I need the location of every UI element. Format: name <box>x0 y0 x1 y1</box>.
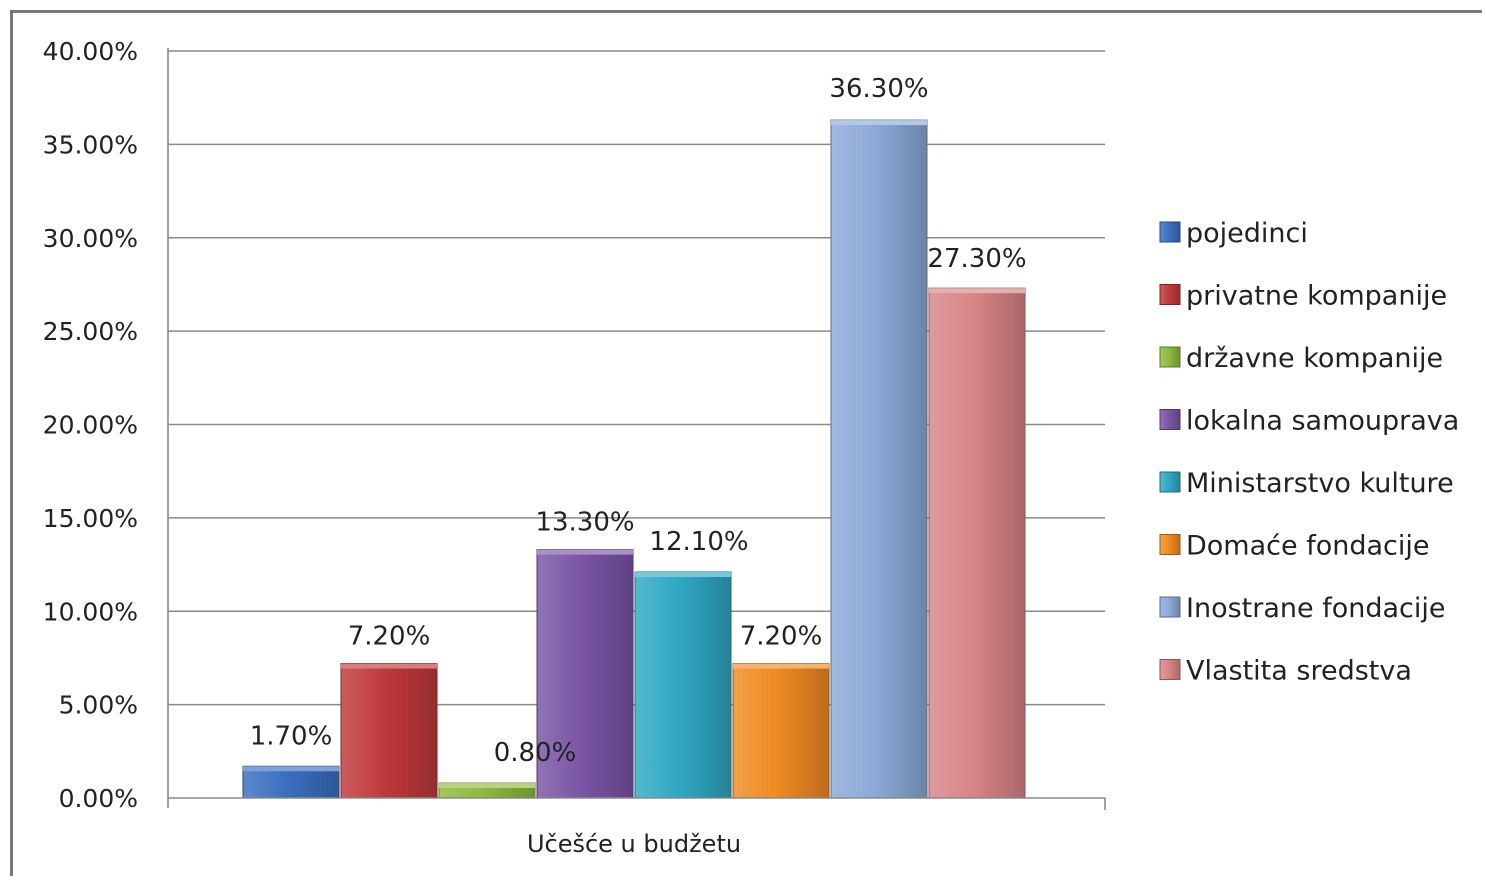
y-tick-label: 25.00% <box>43 317 138 346</box>
bar-top-highlight <box>243 766 339 772</box>
bar-top-highlight <box>341 663 437 669</box>
data-label: 13.30% <box>535 508 634 538</box>
legend-label: Vlastita sredstva <box>1186 656 1412 687</box>
legend-label: pojedinci <box>1186 218 1308 249</box>
data-label: 36.30% <box>829 74 928 104</box>
legend-label: privatne kompanije <box>1186 281 1447 312</box>
legend: pojedinci privatne kompanije državne kompa… <box>1159 218 1459 687</box>
y-axis: 0.00% 5.00% 10.00% 15.00% 20.00% 25.00% 30.00%… <box>43 37 169 813</box>
y-tick-label: 5.00% <box>59 691 138 720</box>
bar-inostrane-fondacije <box>830 119 928 799</box>
y-tick-label: 40.00% <box>43 37 138 66</box>
legend-swatch <box>1159 534 1181 555</box>
y-tick-label: 10.00% <box>43 597 138 626</box>
legend-label: Inostrane fondacije <box>1186 593 1445 624</box>
legend-swatch <box>1159 409 1181 430</box>
y-tick-label: 30.00% <box>43 224 138 253</box>
legend-swatch <box>1159 346 1181 368</box>
bar-lokalna-samouprava <box>536 549 634 799</box>
chart-frame <box>10 10 1482 876</box>
bars <box>242 119 1026 799</box>
bar-ministarstvo-kulture <box>634 571 732 799</box>
legend-label: lokalna samouprava <box>1186 406 1459 437</box>
y-tick-label: 20.00% <box>43 411 138 440</box>
bar-top-highlight <box>733 663 829 669</box>
data-label: 1.70% <box>250 721 333 751</box>
bar-privatne-kompanije <box>340 663 438 799</box>
legend-swatch <box>1159 221 1181 243</box>
legend-label: Ministarstvo kulture <box>1186 468 1454 499</box>
legend-swatch <box>1159 284 1181 305</box>
data-label: 7.20% <box>740 622 823 652</box>
legend-label: Domaće fondacije <box>1186 531 1429 562</box>
data-labels: 1.70% 7.20% 0.80% 13.30% 12.10% 7.20% 36.30% 27… <box>250 74 1027 768</box>
x-axis: Učešće u budžetu <box>168 797 1106 858</box>
x-category-label: Učešće u budžetu <box>527 830 741 858</box>
legend-swatch <box>1159 596 1181 618</box>
y-tick-label: 35.00% <box>43 130 138 159</box>
legend-swatch <box>1159 471 1181 493</box>
bar-doma-e-fondacije <box>732 663 830 799</box>
data-label: 7.20% <box>348 622 431 652</box>
legend-swatch <box>1159 659 1181 680</box>
bar-top-highlight <box>635 572 731 578</box>
bar-vlastita-sredstva <box>928 287 1026 799</box>
bar-top-highlight <box>929 288 1025 294</box>
y-tick-label: 15.00% <box>43 504 138 533</box>
y-tick-label: 0.00% <box>59 784 138 813</box>
data-label: 12.10% <box>649 527 748 557</box>
legend-label: državne kompanije <box>1186 343 1443 374</box>
bar-top-highlight <box>831 120 927 126</box>
bar-top-highlight <box>439 783 535 789</box>
data-label: 0.80% <box>494 738 577 768</box>
bar-top-highlight <box>537 549 633 555</box>
data-label: 27.30% <box>927 244 1026 274</box>
